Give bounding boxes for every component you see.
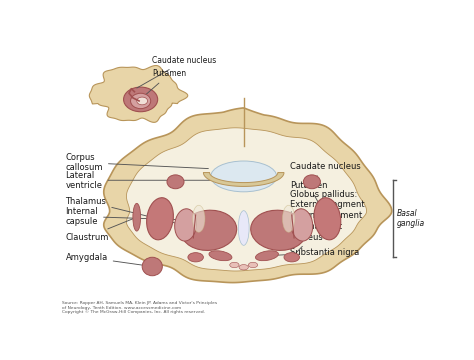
Text: Globus pallidus:
External segment
Internal segment: Globus pallidus: External segment Intern… xyxy=(290,190,365,225)
Ellipse shape xyxy=(175,209,197,241)
Text: Thalamus: Thalamus xyxy=(65,197,193,227)
Polygon shape xyxy=(203,172,284,186)
Ellipse shape xyxy=(251,210,306,251)
Ellipse shape xyxy=(255,251,278,261)
Ellipse shape xyxy=(314,198,341,240)
Ellipse shape xyxy=(248,262,258,267)
Ellipse shape xyxy=(146,198,173,240)
Text: Basal
ganglia: Basal ganglia xyxy=(397,209,425,229)
Text: Putamen: Putamen xyxy=(145,69,186,95)
Ellipse shape xyxy=(239,265,248,270)
Ellipse shape xyxy=(284,253,300,262)
Ellipse shape xyxy=(238,211,249,245)
Ellipse shape xyxy=(142,257,162,276)
Text: Amygdala: Amygdala xyxy=(65,253,149,266)
Text: Substantia nigra: Substantia nigra xyxy=(270,248,359,257)
Text: Internal
capsule: Internal capsule xyxy=(65,207,196,226)
Text: Caudate nucleus: Caudate nucleus xyxy=(137,57,217,88)
Polygon shape xyxy=(89,66,188,122)
Polygon shape xyxy=(127,128,366,271)
Text: Source: Ropper AH, Samuels MA, Klein JP. Adams and Victor's Principles
of Neurol: Source: Ropper AH, Samuels MA, Klein JP.… xyxy=(63,301,218,314)
Ellipse shape xyxy=(211,161,277,192)
Ellipse shape xyxy=(137,97,147,105)
Ellipse shape xyxy=(188,253,203,262)
Text: Putamen: Putamen xyxy=(290,181,328,216)
Ellipse shape xyxy=(283,205,295,232)
Ellipse shape xyxy=(167,175,184,189)
Ellipse shape xyxy=(230,262,239,267)
Ellipse shape xyxy=(130,93,151,109)
Text: Lateral
ventricle: Lateral ventricle xyxy=(65,171,218,190)
Text: Subthalamic
nucleus: Subthalamic nucleus xyxy=(290,222,343,255)
Polygon shape xyxy=(104,108,392,283)
Ellipse shape xyxy=(124,87,158,112)
Text: Caudate nucleus: Caudate nucleus xyxy=(290,162,361,180)
Ellipse shape xyxy=(303,175,320,189)
Text: Corpus
callosum: Corpus callosum xyxy=(65,153,209,172)
Ellipse shape xyxy=(181,210,237,251)
Ellipse shape xyxy=(209,251,232,261)
Ellipse shape xyxy=(291,209,313,241)
Ellipse shape xyxy=(192,205,205,232)
Ellipse shape xyxy=(133,203,141,231)
Text: Claustrum: Claustrum xyxy=(65,218,134,242)
